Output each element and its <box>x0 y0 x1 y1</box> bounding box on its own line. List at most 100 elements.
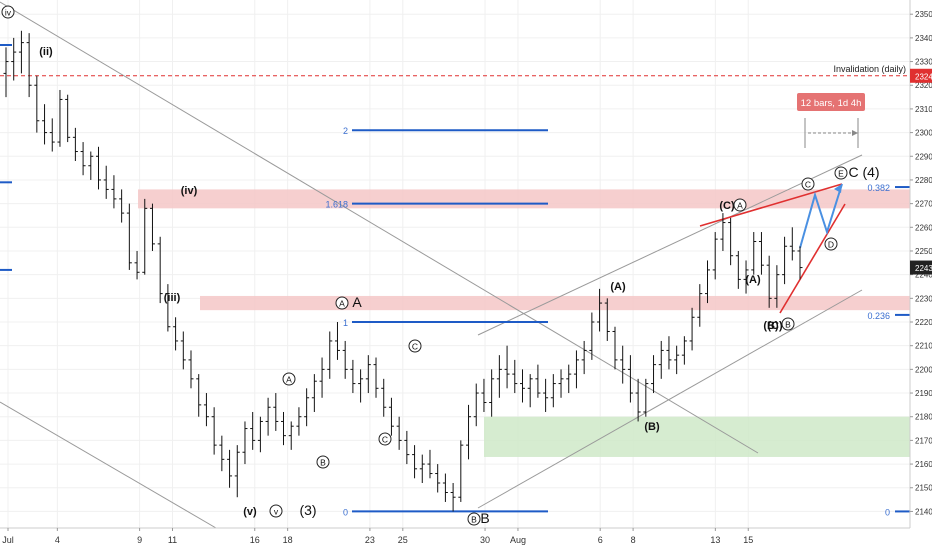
x-tick-label: 13 <box>710 535 720 545</box>
wave-label-text: (C) <box>767 320 783 332</box>
wave-label-text: D <box>828 240 834 250</box>
last-price-tag <box>910 260 932 275</box>
ohlc-bar <box>373 357 379 398</box>
lower-trendline <box>0 401 229 536</box>
wave-label: (B) <box>644 421 660 433</box>
x-tick-label: 30 <box>480 535 490 545</box>
wave-label: (iii) <box>164 292 181 304</box>
projection-path <box>799 183 843 249</box>
y-tick-label: 2170 <box>915 436 932 445</box>
ohlc-bar <box>712 232 718 280</box>
y-axis-bg <box>910 0 932 550</box>
y-tick-label: 2290 <box>915 152 932 161</box>
trend-lines <box>0 1 863 536</box>
right-fib-label: 0.236 <box>867 311 890 321</box>
ohlc-bar <box>543 378 549 412</box>
x-tick-label: 23 <box>365 535 375 545</box>
ohlc-bar <box>758 232 764 275</box>
wave-label-circle <box>408 339 422 353</box>
ohlc-bar <box>149 203 155 251</box>
wave-label-circle <box>733 198 747 212</box>
ohlc-bar <box>173 317 179 351</box>
wave-label: A <box>733 198 747 212</box>
ohlc-bar <box>704 260 710 304</box>
wave-label: C <box>408 339 422 353</box>
y-tick-label: 2320 <box>915 81 932 90</box>
ohlc-bar <box>265 397 271 436</box>
wave-label-text: B <box>785 320 791 330</box>
y-tick-label: 2280 <box>915 176 932 185</box>
wave-label-circle <box>269 504 283 518</box>
wave-label: (A) <box>610 281 626 293</box>
ohlc-bar <box>49 118 55 152</box>
ohlc-bar <box>751 232 757 275</box>
y-tick-label: 2220 <box>915 318 932 327</box>
ohlc-bar <box>281 411 287 446</box>
ohlc-bar <box>527 374 533 408</box>
x-tick-label: 25 <box>398 535 408 545</box>
last-price-text: 2243 <box>915 264 932 273</box>
ohlc-bar <box>404 430 410 465</box>
ohlc-bar <box>466 404 472 460</box>
fib-label: 2 <box>343 126 348 136</box>
ohlc-bar <box>597 288 603 332</box>
wave-label: (3) <box>299 502 316 518</box>
ohlc-bar <box>165 284 171 332</box>
x-tick-label: 4 <box>55 535 60 545</box>
ohlc-bar <box>26 33 32 98</box>
ohlc-bar <box>689 307 695 351</box>
ohlc-bar <box>219 435 225 472</box>
ohlc-bar <box>458 440 464 502</box>
shaded-zones <box>138 189 910 457</box>
ohlc-bar <box>296 407 302 436</box>
bars-note-text: 12 bars, 1d 4h <box>801 98 862 109</box>
wave-label: v <box>269 504 283 518</box>
ohlc-bar <box>273 393 279 431</box>
wave-label: C (4) <box>848 164 879 180</box>
bars-note: 12 bars, 1d 4h <box>797 93 865 148</box>
wave-label: C <box>801 177 815 191</box>
y-tick-label: 2330 <box>915 58 932 67</box>
x-tick-label: 8 <box>631 535 636 545</box>
wave-label-text: C <box>805 180 811 190</box>
ohlc-bar <box>643 378 649 417</box>
ohlc-bar <box>442 473 448 502</box>
y-tick-label: 2190 <box>915 389 932 398</box>
y-tick-label: 2180 <box>915 413 932 422</box>
wave-label-text: A <box>339 299 345 309</box>
ohlc-bar <box>504 345 510 389</box>
ohlc-bar <box>358 369 364 403</box>
right-fib-label: 0 <box>885 507 890 517</box>
wave-label: E <box>834 166 848 180</box>
ohlc-bar <box>396 416 402 450</box>
annotations: 12 bars, 1d 4h iv (ii) (iv) (iii) (v) v (3) A B A B… <box>1 5 880 526</box>
wave-label-circle <box>316 455 330 469</box>
ohlc-bar <box>604 298 610 341</box>
wave-label-circle <box>824 237 838 251</box>
ohlc-bar <box>257 416 263 453</box>
ohlc-bar <box>728 217 734 266</box>
ohlc-bar <box>88 151 94 180</box>
wave-label-circle <box>834 166 848 180</box>
ohlc-bar <box>419 454 425 484</box>
ohlc-bar <box>103 165 109 199</box>
y-axis: 2140 2150 2160 2170 2180 2190 2200 2210 2220 2230… <box>909 0 932 550</box>
x-tick-label: Aug <box>510 535 526 545</box>
projection-arrowhead <box>834 184 842 193</box>
y-tick-label: 2270 <box>915 200 932 209</box>
fib-label: 1 <box>343 318 348 328</box>
zone <box>138 189 910 209</box>
ohlc-bar <box>119 189 125 223</box>
ohlc-bar <box>651 355 657 394</box>
y-tick-label: 2300 <box>915 129 932 138</box>
x-tick-label: 6 <box>598 535 603 545</box>
y-tick-label: 2200 <box>915 365 932 374</box>
wave-label: (v) <box>243 506 257 518</box>
ohlc-bar <box>782 236 788 285</box>
wave-label: (ii) <box>39 46 53 58</box>
ohlc-bar <box>304 388 310 427</box>
wave-label-text: B <box>320 458 326 468</box>
y-tick-label: 2350 <box>915 10 932 19</box>
